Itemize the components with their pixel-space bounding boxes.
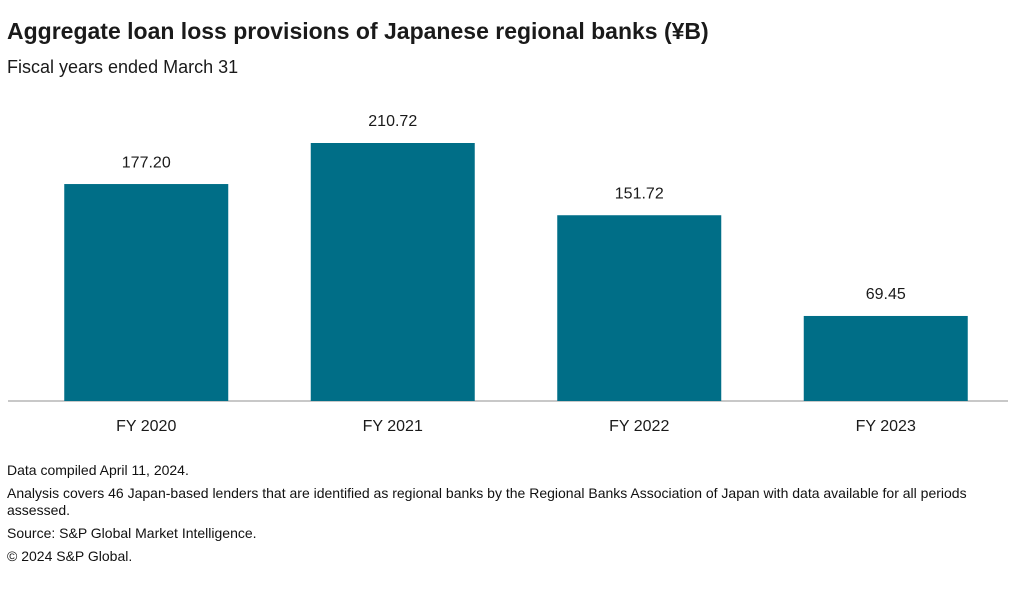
bar bbox=[310, 143, 475, 401]
bar bbox=[64, 184, 229, 401]
notes: Data compiled April 11, 2024. Analysis co… bbox=[7, 462, 1017, 571]
value-label: 210.72 bbox=[368, 113, 417, 130]
value-label: 69.45 bbox=[866, 286, 906, 303]
value-label: 151.72 bbox=[615, 185, 664, 202]
chart-subtitle: Fiscal years ended March 31 bbox=[7, 57, 238, 77]
note: © 2024 S&P Global. bbox=[7, 548, 133, 564]
bar bbox=[803, 315, 968, 401]
x-tick-label: FY 2020 bbox=[116, 418, 176, 435]
bar bbox=[557, 215, 722, 401]
note: Analysis covers 46 Japan-based lenders t… bbox=[7, 485, 967, 518]
x-tick-label: FY 2021 bbox=[363, 418, 423, 435]
note: Data compiled April 11, 2024. bbox=[7, 462, 189, 478]
chart: Aggregate loan loss provisions of Japane… bbox=[7, 18, 1008, 435]
x-tick-label: FY 2023 bbox=[856, 418, 916, 435]
chart-title: Aggregate loan loss provisions of Japane… bbox=[7, 18, 709, 44]
note: Source: S&P Global Market Intelligence. bbox=[7, 525, 257, 541]
x-tick-label: FY 2022 bbox=[609, 418, 669, 435]
value-label: 177.20 bbox=[122, 154, 171, 171]
